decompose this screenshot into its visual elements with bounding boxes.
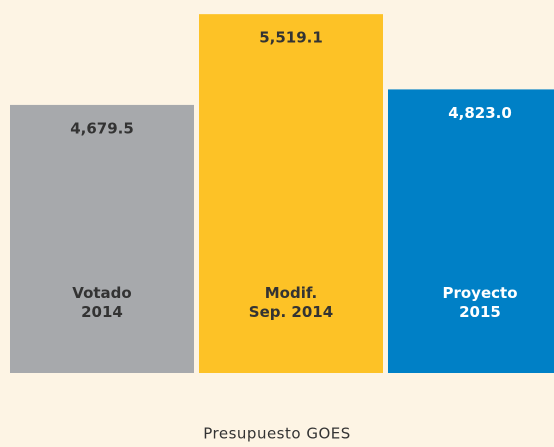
bar — [388, 89, 554, 374]
value-label: 4,823.0 — [448, 104, 512, 122]
category-label: Modif. Sep. 2014 — [249, 284, 333, 321]
chart-title: Presupuesto GOES — [203, 425, 351, 443]
category-label: Votado 2014 — [72, 284, 131, 321]
bar — [10, 104, 194, 374]
value-label: 5,519.1 — [259, 29, 323, 47]
value-label: 4,679.5 — [70, 119, 134, 137]
category-label: Proyecto 2015 — [442, 284, 517, 321]
bar — [199, 14, 383, 374]
